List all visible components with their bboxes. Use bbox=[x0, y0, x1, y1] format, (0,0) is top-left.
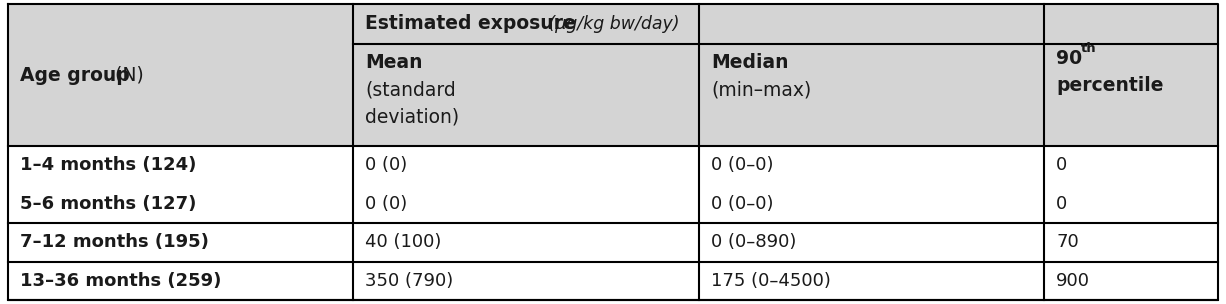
Text: 350 (790): 350 (790) bbox=[365, 272, 454, 290]
Bar bbox=[353, 44, 1217, 146]
Text: Age group: Age group bbox=[20, 66, 130, 85]
Bar bbox=[9, 185, 1217, 223]
Bar bbox=[9, 223, 1217, 261]
Text: 90: 90 bbox=[1057, 49, 1083, 68]
Bar bbox=[9, 4, 353, 146]
Text: percentile: percentile bbox=[1057, 76, 1163, 95]
Text: (N): (N) bbox=[109, 66, 143, 85]
Text: 0 (0–0): 0 (0–0) bbox=[711, 195, 774, 213]
Text: 900: 900 bbox=[1057, 272, 1090, 290]
Text: Mean: Mean bbox=[365, 53, 423, 72]
Bar bbox=[353, 4, 1217, 44]
Text: 7–12 months (195): 7–12 months (195) bbox=[20, 233, 208, 251]
Text: (µg/kg bw/day): (µg/kg bw/day) bbox=[543, 15, 679, 33]
Bar bbox=[9, 300, 1217, 304]
Text: 0 (0): 0 (0) bbox=[365, 156, 408, 174]
Text: 13–36 months (259): 13–36 months (259) bbox=[20, 272, 222, 290]
Text: (standard: (standard bbox=[365, 81, 456, 99]
Text: 0 (0–0): 0 (0–0) bbox=[711, 156, 774, 174]
Text: 1–4 months (124): 1–4 months (124) bbox=[20, 156, 196, 174]
Text: 70: 70 bbox=[1057, 233, 1079, 251]
Text: 5–6 months (127): 5–6 months (127) bbox=[20, 195, 196, 213]
Text: 175 (0–4500): 175 (0–4500) bbox=[711, 272, 831, 290]
Text: (min–max): (min–max) bbox=[711, 81, 812, 99]
Text: 40 (100): 40 (100) bbox=[365, 233, 441, 251]
Text: Median: Median bbox=[711, 53, 788, 72]
Bar bbox=[9, 261, 1217, 300]
Text: 0 (0–890): 0 (0–890) bbox=[711, 233, 796, 251]
Text: 0: 0 bbox=[1057, 195, 1068, 213]
Text: 0 (0): 0 (0) bbox=[365, 195, 408, 213]
Text: th: th bbox=[1081, 42, 1096, 54]
Text: 0: 0 bbox=[1057, 156, 1068, 174]
Text: Estimated exposure: Estimated exposure bbox=[365, 15, 576, 33]
Text: deviation): deviation) bbox=[365, 108, 460, 127]
